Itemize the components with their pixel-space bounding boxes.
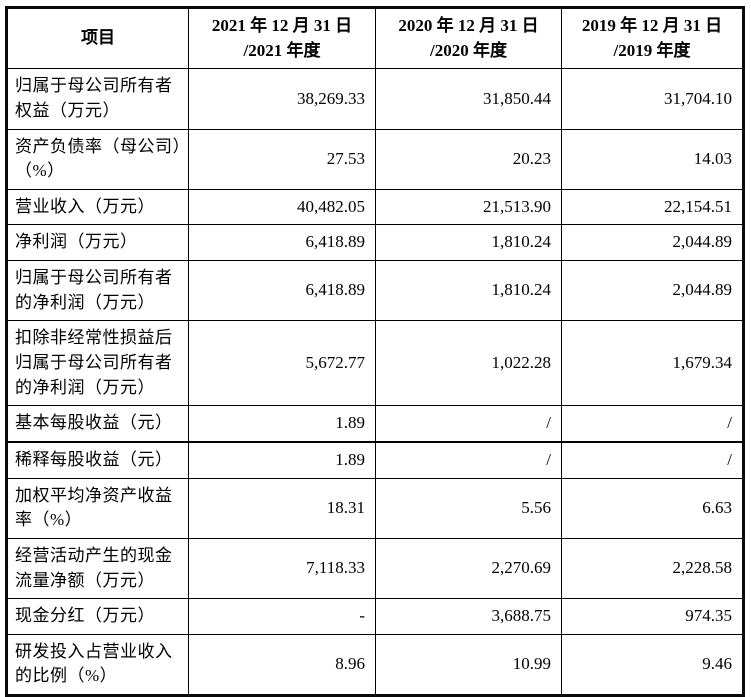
cell-value: 1,022.28 — [375, 320, 562, 407]
header-2019-line2: /2019 年度 — [613, 40, 691, 60]
cell-value: 1.89 — [188, 441, 376, 479]
header-2019-line1: 2019 年 12 月 31 日 — [581, 16, 723, 35]
cell-value: 2,044.89 — [561, 260, 744, 322]
table-row: 经营活动产生的现金流量净额（万元） 7,118.33 2,270.69 2,22… — [6, 537, 744, 600]
cell-value: 21,513.90 — [375, 188, 562, 226]
row-label: 经营活动产生的现金流量净额（万元） — [6, 537, 189, 600]
row-label: 加权平均净资产收益率（%） — [6, 477, 189, 539]
cell-value: 14.03 — [561, 128, 744, 190]
cell-value: 2,228.58 — [561, 537, 744, 600]
table-row: 基本每股收益（元） 1.89 / / — [6, 405, 744, 443]
financial-summary-table: 项目 2021 年 12 月 31 日 /2021 年度 2020 年 12 月… — [5, 6, 745, 697]
cell-value: 1.89 — [188, 405, 376, 443]
cell-value: 27.53 — [188, 128, 376, 190]
table-row: 研发投入占营业收入的比例（%） 8.96 10.99 9.46 — [6, 633, 744, 697]
document-page: 项目 2021 年 12 月 31 日 /2021 年度 2020 年 12 月… — [5, 6, 745, 697]
table-row: 稀释每股收益（元） 1.89 / / — [6, 441, 744, 479]
cell-value: 38,269.33 — [188, 68, 376, 130]
cell-value: 5.56 — [375, 477, 562, 539]
row-label: 归属于母公司所有者的净利润（万元） — [6, 260, 189, 322]
cell-value: 31,704.10 — [561, 68, 744, 130]
table-row: 资产负债率（母公司）（%） 27.53 20.23 14.03 — [6, 128, 744, 190]
cell-value: 1,810.24 — [375, 224, 562, 262]
cell-value: - — [188, 598, 376, 635]
table-row: 加权平均净资产收益率（%） 18.31 5.56 6.63 — [6, 477, 744, 539]
cell-value: / — [561, 405, 744, 443]
header-2019: 2019 年 12 月 31 日 /2019 年度 — [561, 6, 744, 70]
cell-value: 3,688.75 — [375, 598, 562, 635]
header-2021-line2: /2021 年度 — [243, 40, 321, 60]
cell-value: 7,118.33 — [188, 537, 376, 600]
table-row: 扣除非经常性损益后归属于母公司所有者的净利润（万元） 5,672.77 1,02… — [6, 320, 744, 407]
cell-value: 8.96 — [188, 633, 376, 697]
cell-value: 1,679.34 — [561, 320, 744, 407]
cell-value: / — [375, 405, 562, 443]
row-label: 营业收入（万元） — [6, 188, 189, 226]
table-row: 净利润（万元） 6,418.89 1,810.24 2,044.89 — [6, 224, 744, 262]
row-label: 资产负债率（母公司）（%） — [6, 128, 189, 190]
row-label: 净利润（万元） — [6, 224, 189, 262]
table-row: 归属于母公司所有者的净利润（万元） 6,418.89 1,810.24 2,04… — [6, 260, 744, 322]
table-row: 现金分红（万元） - 3,688.75 974.35 — [6, 598, 744, 635]
row-label: 稀释每股收益（元） — [6, 441, 189, 479]
header-2021-line1: 2021 年 12 月 31 日 — [211, 16, 353, 35]
cell-value: 974.35 — [561, 598, 744, 635]
cell-value: 40,482.05 — [188, 188, 376, 226]
cell-value: 6,418.89 — [188, 260, 376, 322]
cell-value: / — [561, 441, 744, 479]
table-row: 营业收入（万元） 40,482.05 21,513.90 22,154.51 — [6, 188, 744, 226]
row-label: 现金分红（万元） — [6, 598, 189, 635]
row-label: 基本每股收益（元） — [6, 405, 189, 443]
row-label: 研发投入占营业收入的比例（%） — [6, 633, 189, 697]
cell-value: 31,850.44 — [375, 68, 562, 130]
header-row: 项目 2021 年 12 月 31 日 /2021 年度 2020 年 12 月… — [6, 6, 744, 70]
row-label: 扣除非经常性损益后归属于母公司所有者的净利润（万元） — [6, 320, 189, 407]
row-label: 归属于母公司所有者权益（万元） — [6, 68, 189, 130]
cell-value: 2,270.69 — [375, 537, 562, 600]
cell-value: 6,418.89 — [188, 224, 376, 262]
header-item: 项目 — [6, 6, 189, 70]
cell-value: 22,154.51 — [561, 188, 744, 226]
cell-value: / — [375, 441, 562, 479]
cell-value: 10.99 — [375, 633, 562, 697]
table-row: 归属于母公司所有者权益（万元） 38,269.33 31,850.44 31,7… — [6, 68, 744, 130]
header-2021: 2021 年 12 月 31 日 /2021 年度 — [188, 6, 376, 70]
cell-value: 5,672.77 — [188, 320, 376, 407]
cell-value: 1,810.24 — [375, 260, 562, 322]
header-2020: 2020 年 12 月 31 日 /2020 年度 — [375, 6, 562, 70]
cell-value: 6.63 — [561, 477, 744, 539]
cell-value: 20.23 — [375, 128, 562, 190]
cell-value: 9.46 — [561, 633, 744, 697]
cell-value: 18.31 — [188, 477, 376, 539]
header-2020-line2: /2020 年度 — [430, 40, 507, 60]
cell-value: 2,044.89 — [561, 224, 744, 262]
header-2020-line1: 2020 年 12 月 31 日 — [398, 16, 539, 35]
